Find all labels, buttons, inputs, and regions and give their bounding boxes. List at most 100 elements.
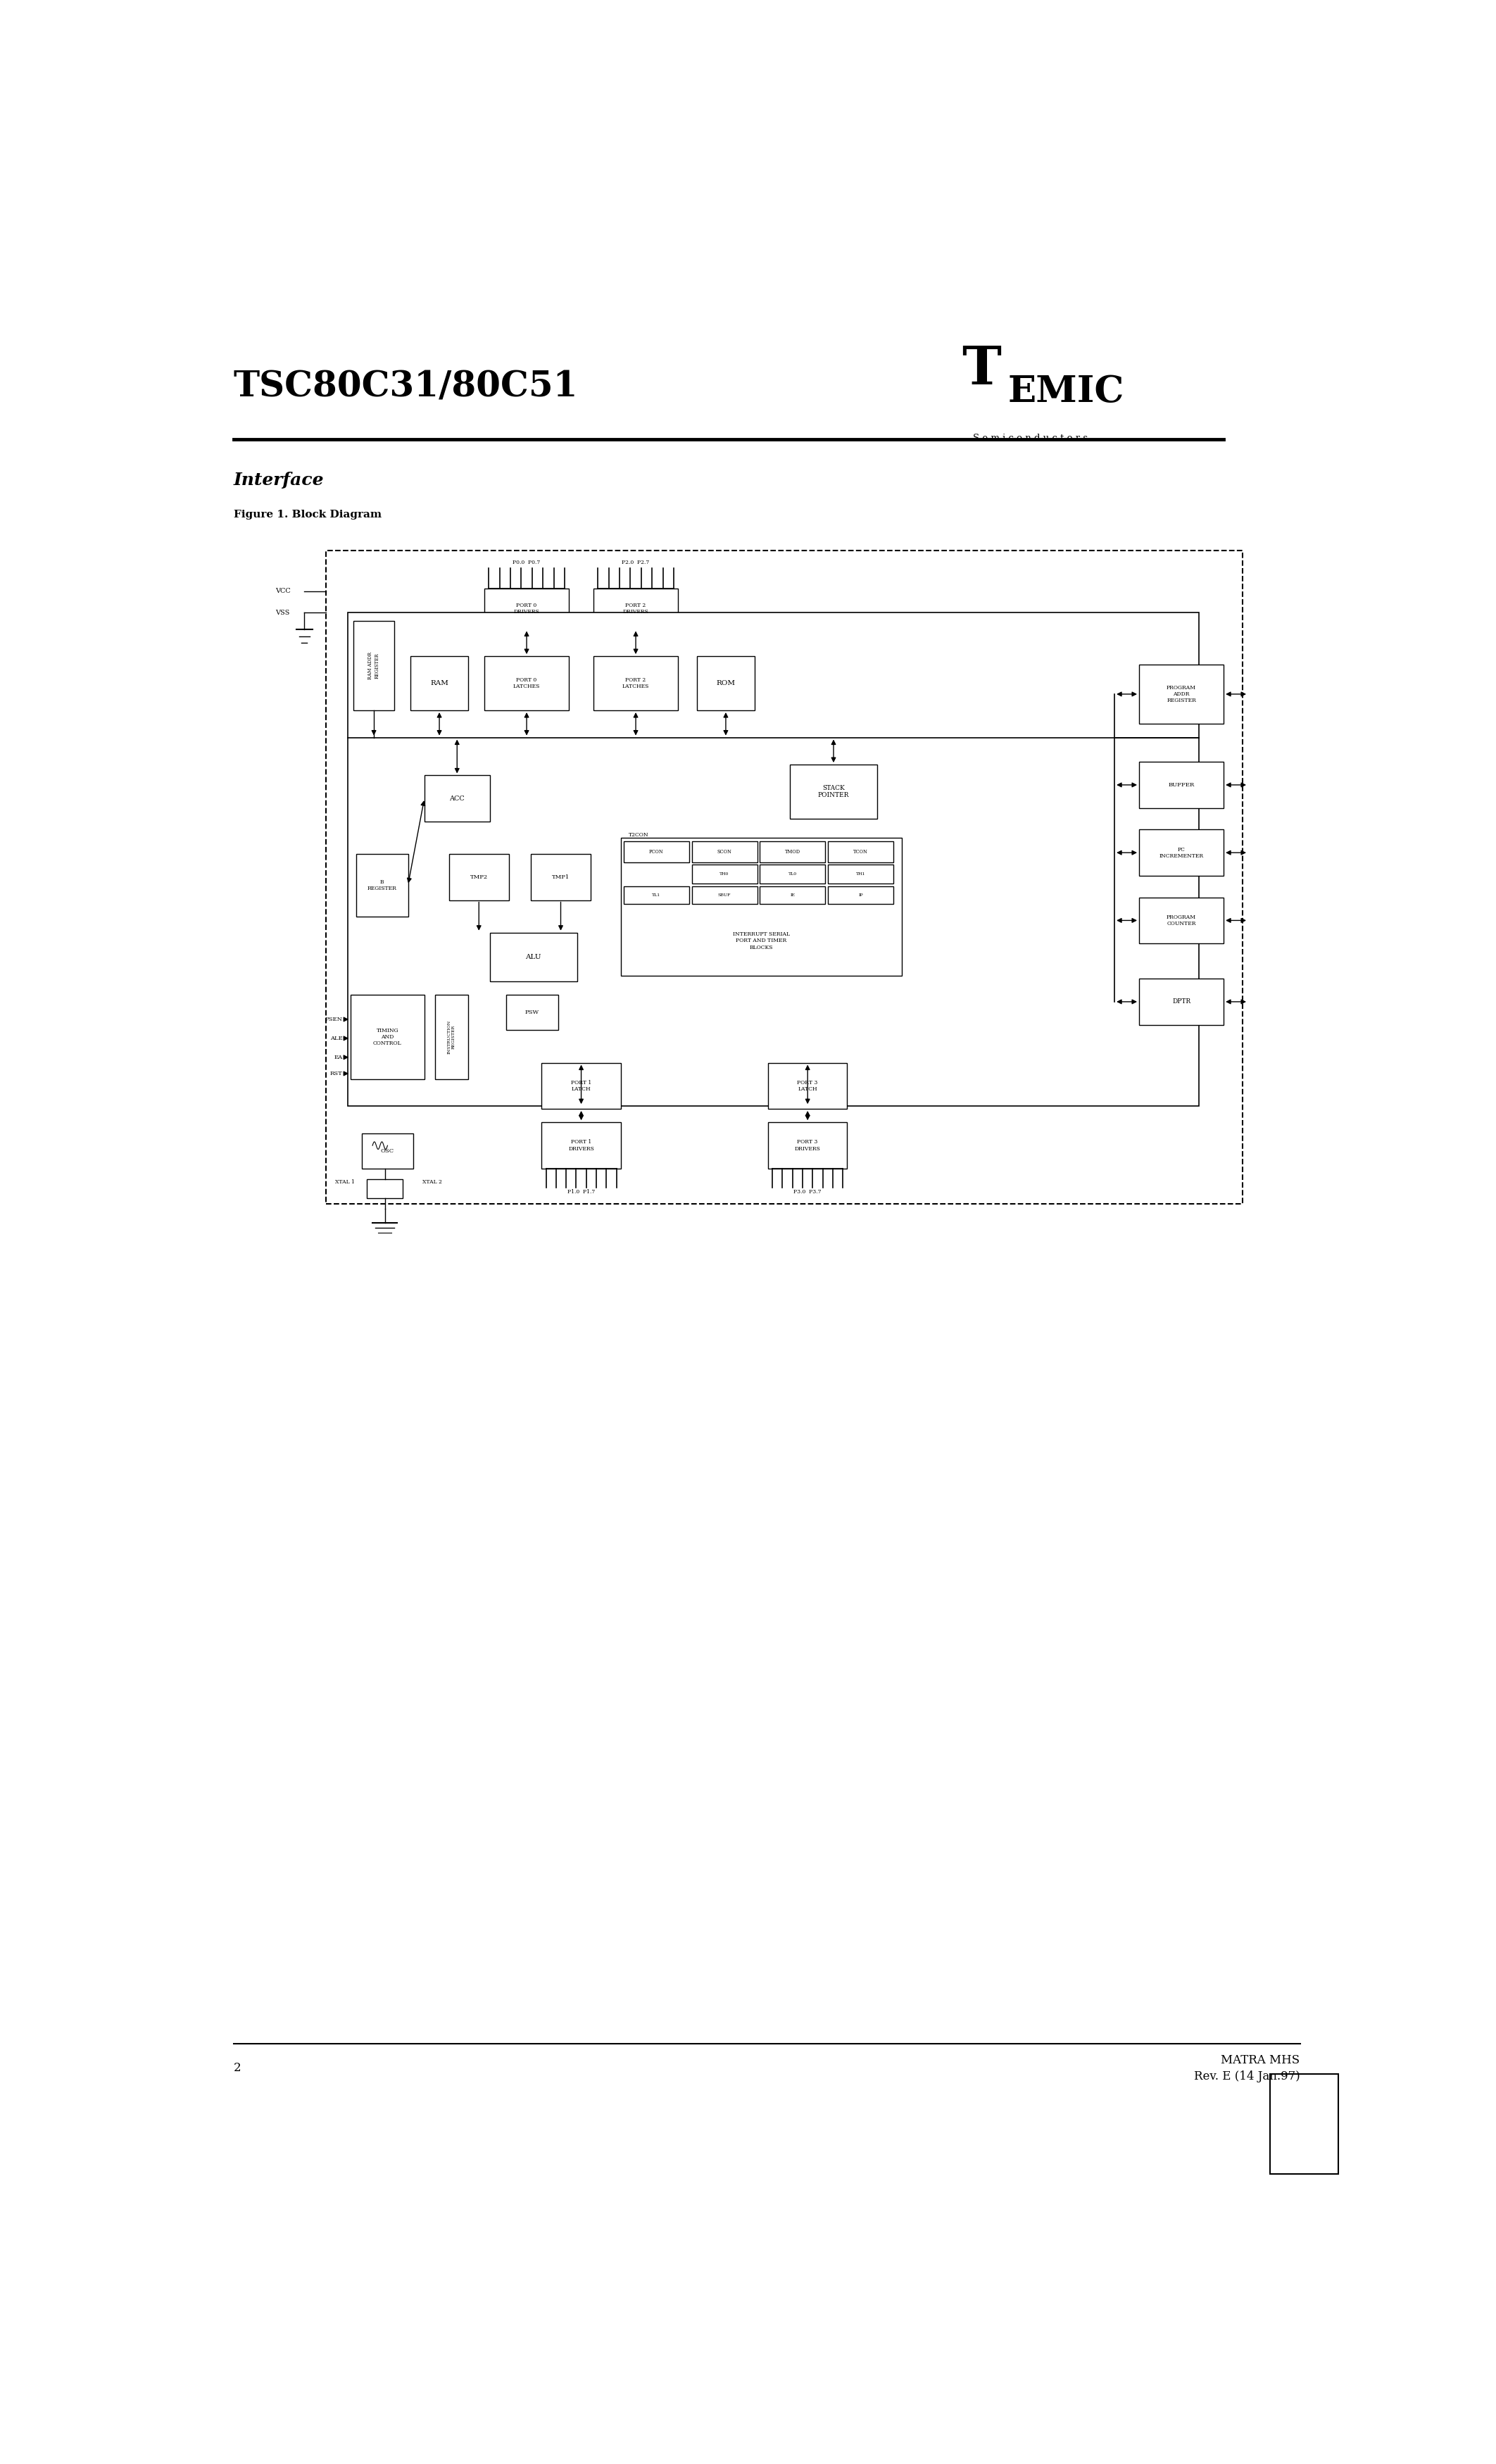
Text: PORT 3
DRIVERS: PORT 3 DRIVERS — [794, 1138, 821, 1151]
Text: P1.0  P1.7: P1.0 P1.7 — [567, 1190, 595, 1195]
Text: STACK
POINTER: STACK POINTER — [818, 786, 850, 798]
Bar — [829, 843, 893, 862]
Bar — [697, 655, 754, 710]
Bar — [326, 549, 1243, 1202]
Bar — [349, 614, 1200, 1106]
Text: PROGRAM
COUNTER: PROGRAM COUNTER — [1167, 914, 1197, 926]
Text: PORT 2
LATCHES: PORT 2 LATCHES — [622, 678, 649, 690]
Text: TMP1: TMP1 — [552, 875, 570, 880]
Text: P3.0  P3.7: P3.0 P3.7 — [794, 1190, 821, 1195]
Bar — [594, 589, 678, 628]
Text: ALE: ALE — [331, 1035, 343, 1042]
Text: XTAL 2: XTAL 2 — [423, 1180, 443, 1185]
Bar — [489, 934, 577, 981]
Text: PORT 3
LATCH: PORT 3 LATCH — [797, 1079, 818, 1092]
Text: MATRA MHS: MATRA MHS — [1221, 2055, 1300, 2067]
Text: IE: IE — [790, 894, 794, 897]
Text: PSEN: PSEN — [325, 1018, 343, 1023]
Bar — [1138, 665, 1224, 724]
Bar — [767, 1062, 847, 1109]
Text: T2CON: T2CON — [628, 833, 649, 838]
Bar — [1138, 761, 1224, 808]
Bar — [760, 865, 826, 885]
Bar — [691, 887, 757, 904]
Text: RST: RST — [331, 1072, 343, 1077]
Bar — [435, 995, 468, 1079]
Text: PORT 1
DRIVERS: PORT 1 DRIVERS — [568, 1138, 594, 1151]
Bar — [367, 1180, 402, 1198]
Text: Rev. E (14 Jan.97): Rev. E (14 Jan.97) — [1194, 2070, 1300, 2082]
Text: Interface: Interface — [233, 471, 323, 488]
Text: TCON: TCON — [853, 850, 868, 855]
Bar — [506, 995, 558, 1030]
Text: INSTRUCTION
REGISTER: INSTRUCTION REGISTER — [447, 1020, 455, 1055]
Bar — [542, 1062, 621, 1109]
Text: TMOD: TMOD — [785, 850, 800, 855]
Bar — [485, 589, 568, 628]
Text: EA: EA — [334, 1055, 343, 1060]
Text: XTAL 1: XTAL 1 — [335, 1180, 355, 1185]
Bar — [790, 764, 877, 818]
Bar — [425, 776, 489, 821]
Bar — [691, 843, 757, 862]
Text: PORT 0
DRIVERS: PORT 0 DRIVERS — [513, 604, 540, 616]
Text: ROM: ROM — [717, 680, 736, 687]
Text: TL0: TL0 — [788, 872, 797, 877]
Text: RAM ADDR
REGISTER: RAM ADDR REGISTER — [368, 653, 380, 680]
Text: BUFFER: BUFFER — [1168, 781, 1194, 788]
Text: OSC: OSC — [381, 1148, 395, 1153]
Text: PORT 1
LATCH: PORT 1 LATCH — [571, 1079, 591, 1092]
Bar — [1270, 2075, 1339, 2173]
Text: TIMING
AND
CONTROL: TIMING AND CONTROL — [373, 1027, 402, 1047]
Text: SCON: SCON — [717, 850, 732, 855]
Text: TL1: TL1 — [652, 894, 661, 897]
Text: TH1: TH1 — [856, 872, 866, 877]
Text: T: T — [962, 345, 1001, 397]
Text: ALU: ALU — [525, 954, 542, 961]
Text: PORT 0
LATCHES: PORT 0 LATCHES — [513, 678, 540, 690]
Bar — [356, 855, 408, 917]
Text: PCON: PCON — [649, 850, 664, 855]
Text: EMIC: EMIC — [1008, 375, 1125, 409]
Text: PROGRAM
ADDR
REGISTER: PROGRAM ADDR REGISTER — [1167, 685, 1197, 702]
Bar — [621, 838, 902, 976]
Text: P0.0  P0.7: P0.0 P0.7 — [513, 559, 540, 567]
Text: P2.0  P2.7: P2.0 P2.7 — [622, 559, 649, 567]
Bar — [691, 865, 757, 885]
Text: Figure 1. Block Diagram: Figure 1. Block Diagram — [233, 510, 381, 520]
Bar — [449, 855, 509, 899]
Text: PC
INCREMENTER: PC INCREMENTER — [1159, 848, 1204, 860]
Text: 2: 2 — [233, 2062, 241, 2075]
Text: TSC80C31/80C51: TSC80C31/80C51 — [233, 370, 577, 404]
Text: ACC: ACC — [449, 796, 465, 801]
Text: DPTR: DPTR — [1173, 998, 1191, 1005]
Bar — [594, 655, 678, 710]
Bar — [1138, 897, 1224, 944]
Text: RAM: RAM — [431, 680, 449, 687]
Text: TMP2: TMP2 — [470, 875, 488, 880]
Text: TH0: TH0 — [720, 872, 729, 877]
Bar — [350, 995, 425, 1079]
Bar — [1138, 830, 1224, 875]
Bar — [353, 621, 395, 710]
Text: VCC: VCC — [275, 589, 290, 594]
Bar — [829, 865, 893, 885]
Text: PORT 2
DRIVERS: PORT 2 DRIVERS — [622, 604, 649, 616]
Bar — [624, 887, 690, 904]
Text: B
REGISTER: B REGISTER — [368, 880, 396, 892]
Text: IP: IP — [859, 894, 863, 897]
Bar — [542, 1121, 621, 1168]
Bar — [485, 655, 568, 710]
Text: VSS: VSS — [275, 609, 290, 616]
Bar — [767, 1121, 847, 1168]
Bar — [760, 887, 826, 904]
Text: PSW: PSW — [525, 1010, 539, 1015]
Bar — [531, 855, 591, 899]
Bar — [624, 843, 690, 862]
Text: SBUF: SBUF — [718, 894, 732, 897]
Bar — [362, 1133, 413, 1168]
Bar — [411, 655, 468, 710]
Text: INTERRUPT SERIAL
PORT AND TIMER
BLOCKS: INTERRUPT SERIAL PORT AND TIMER BLOCKS — [733, 931, 790, 951]
Bar — [829, 887, 893, 904]
Bar — [760, 843, 826, 862]
